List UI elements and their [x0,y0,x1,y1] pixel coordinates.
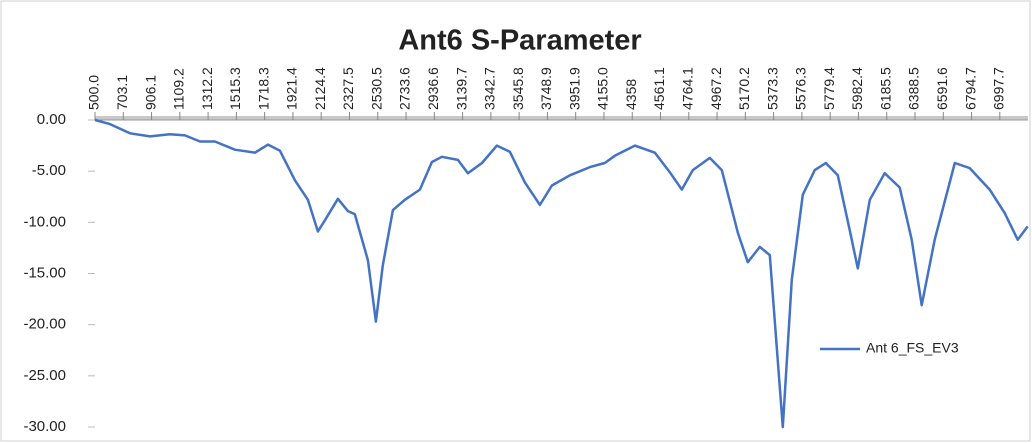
x-tick-label: 6591.6 [934,67,950,110]
x-tick-label: 2124.4 [312,67,328,110]
x-tick-label: 500.0 [86,75,102,110]
x-tick-label: 6997.7 [991,67,1007,110]
x-tick-label: 3545.8 [510,67,526,110]
x-axis-band [95,116,1028,120]
x-tick-label: 5576.3 [793,67,809,110]
x-tick-label: 4967.2 [708,67,724,110]
x-tick-label: 1109.2 [171,68,187,110]
x-tick-label: 4561.1 [651,67,667,110]
x-tick-label: 5373.3 [764,67,780,110]
x-tick-label: 2936.6 [425,67,441,110]
x-tick-label: 1921.4 [284,67,300,110]
x-tick-label: 6794.7 [962,67,978,110]
legend-label: Ant 6_FS_EV3 [866,340,959,356]
y-tick-label: -25.00 [23,367,66,384]
x-tick-label: 5779.4 [821,67,837,110]
x-tick-label: 6388.5 [906,67,922,110]
x-tick-label: 1312.2 [199,67,215,110]
y-tick-label: -30.00 [23,418,66,435]
x-tick-label: 4358 [623,79,639,110]
x-tick-label: 3139.7 [453,67,469,110]
y-tick-label: -10.00 [23,213,66,230]
x-tick-label: 3748.9 [538,67,554,110]
x-tick-label: 4764.1 [679,67,695,110]
series-line [94,118,1029,429]
x-tick-label: 2530.5 [368,67,384,110]
x-tick-label: 703.1 [114,75,130,110]
x-tick-label: 2327.5 [340,67,356,110]
x-tick-label: 2733.6 [397,67,413,110]
y-tick-label: 0.00 [37,111,66,128]
x-tick-label: 1718.3 [255,67,271,110]
x-tick-label: 6185.5 [877,67,893,110]
x-tick-label: 4155.0 [595,67,611,110]
y-tick-label: -20.00 [23,316,66,333]
x-tick-label: 5170.2 [736,67,752,110]
x-tick-label: 3951.9 [566,67,582,110]
x-tick-label: 906.1 [142,75,158,110]
x-tick-label: 3342.7 [482,67,498,110]
x-tick-label: 5982.4 [849,67,865,110]
x-tick-label: 1515.3 [227,67,243,110]
y-tick-label: -15.00 [23,264,66,281]
chart-title: Ant6 S-Parameter [398,25,641,57]
y-tick-label: -5.00 [32,162,66,179]
